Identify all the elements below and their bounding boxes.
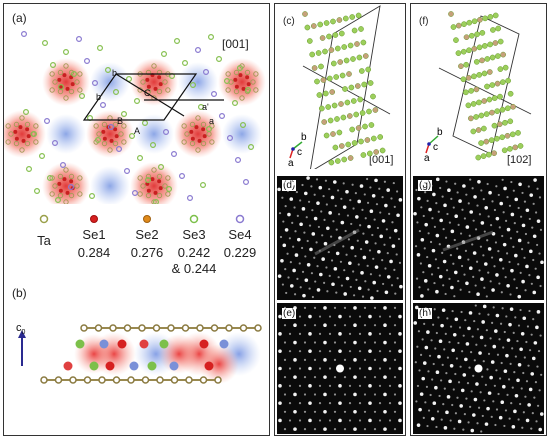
legend-marker-ta bbox=[39, 214, 49, 224]
c0-axis-label: c0 bbox=[16, 322, 26, 337]
panel-e-label: (e) bbox=[282, 308, 297, 319]
legend-value-se3-b: & 0.244 bbox=[171, 261, 217, 276]
panel-f-g-h: (f) [102] b c a (g) (h) bbox=[410, 3, 547, 436]
crystal-structure-side-view bbox=[18, 324, 262, 384]
legend-value-se3: 0.242 bbox=[177, 245, 211, 260]
legend-marker-se3 bbox=[189, 214, 199, 224]
unit-cell-outline bbox=[82, 73, 224, 121]
axis-c-label-f: c bbox=[433, 142, 438, 153]
axis-b-label-f: b bbox=[437, 127, 443, 138]
lattice-label-a: a bbox=[209, 116, 214, 126]
legend-name-se4: Se4 bbox=[228, 227, 252, 242]
legend-value-se1: 0.284 bbox=[77, 245, 111, 260]
crystal-structure-top-view: b b' a' a A B C bbox=[4, 31, 266, 204]
legend-value-se4: 0.229 bbox=[223, 245, 257, 260]
panel-a-zone-axis: [001] bbox=[222, 37, 249, 51]
lattice-label-B: B bbox=[117, 116, 123, 126]
legend-marker-se2 bbox=[143, 215, 151, 223]
axis-b-label-c: b bbox=[301, 132, 307, 143]
legend-marker-se1 bbox=[90, 215, 98, 223]
legend-value-se2: 0.276 bbox=[130, 245, 164, 260]
panel-f-label: (f) bbox=[419, 16, 429, 27]
panel-c-d-e: (c) [001] b c a (d) (e) bbox=[274, 3, 406, 436]
diffraction-h: (h) bbox=[413, 303, 544, 434]
legend-name-se1: Se1 bbox=[82, 227, 106, 242]
panel-a-label: (a) bbox=[12, 11, 27, 25]
panel-h-label: (h) bbox=[418, 308, 433, 319]
diffraction-d: (d) bbox=[277, 176, 403, 300]
lattice-label-A: A bbox=[134, 126, 140, 136]
panel-d-label: (d) bbox=[282, 180, 297, 191]
legend-markers bbox=[39, 214, 245, 224]
projection-f: b c a bbox=[424, 11, 532, 164]
panel-f-zone-axis: [102] bbox=[507, 154, 532, 166]
lattice-label-b: b bbox=[112, 68, 117, 78]
legend-name-ta: Ta bbox=[37, 233, 51, 248]
diffraction-e: (e) bbox=[277, 303, 403, 434]
panel-c-label: (c) bbox=[283, 16, 295, 27]
projection-c: b c a bbox=[288, 5, 391, 169]
panel-b-label: (b) bbox=[12, 286, 27, 300]
axis-c-label-c: c bbox=[297, 147, 302, 158]
panel-g-label: (g) bbox=[418, 180, 433, 191]
axis-a-label-f: a bbox=[424, 153, 430, 164]
lattice-label-a-prime: a' bbox=[202, 102, 209, 112]
lattice-label-C: C bbox=[144, 88, 151, 98]
panel-c-zone-axis: [001] bbox=[369, 154, 394, 166]
diffraction-g: (g) bbox=[413, 176, 544, 300]
legend-marker-se4 bbox=[235, 214, 245, 224]
lattice-label-b-prime: b' bbox=[96, 92, 103, 102]
legend-name-se3: Se3 bbox=[182, 227, 206, 242]
legend-name-se2: Se2 bbox=[135, 227, 159, 242]
axis-a-label-c: a bbox=[288, 158, 294, 169]
panel-a-b: (a) [001] b b' a' a A B C bbox=[3, 3, 270, 436]
